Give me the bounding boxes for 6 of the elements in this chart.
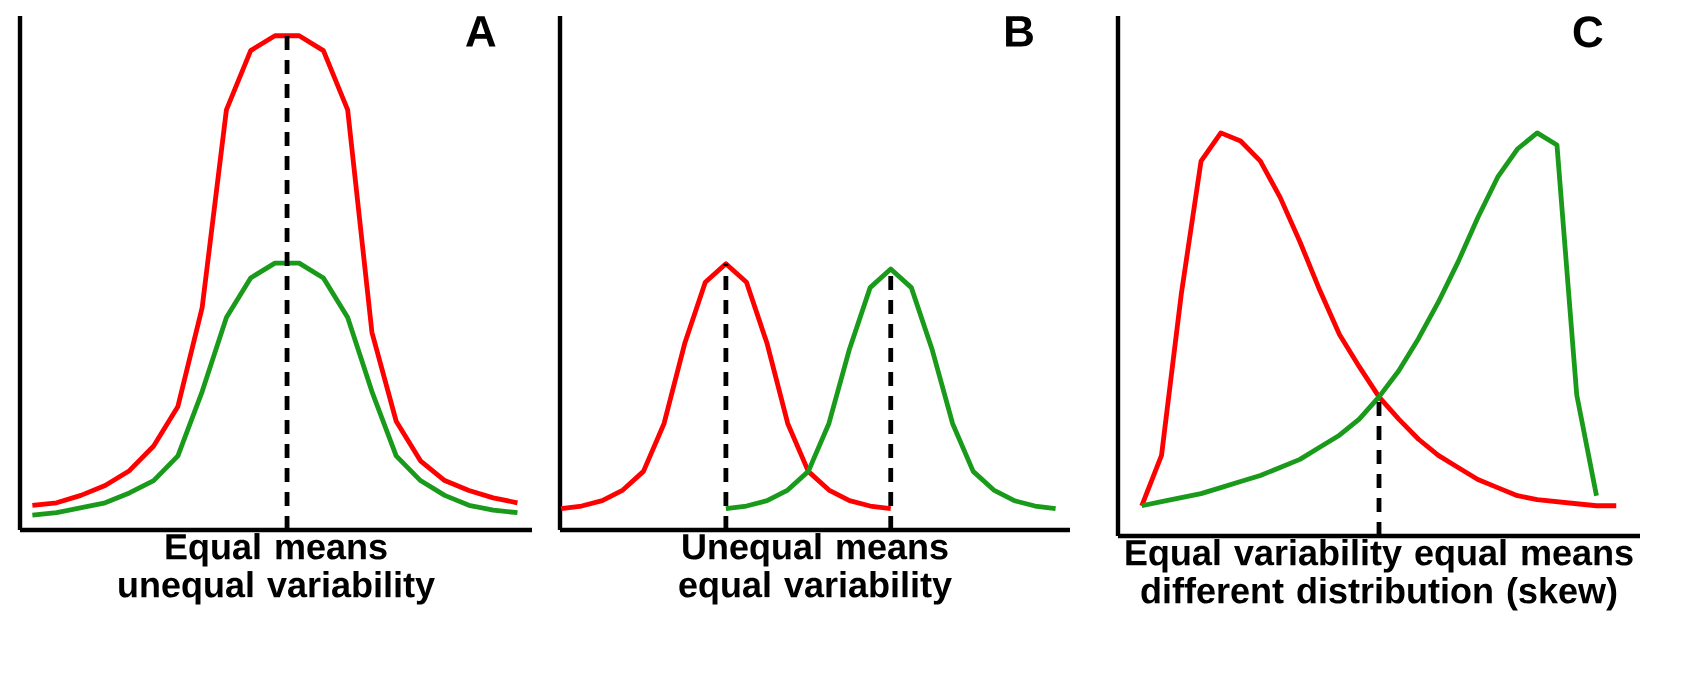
x-axis-title: Unequal means equal variability (679, 533, 952, 605)
chart-title: A (466, 16, 496, 47)
chart-title: B (1006, 16, 1033, 47)
x-axis-title: Equal means unequal variability (119, 533, 435, 605)
x-axis-title: Equal variability equal means different distribution (skew) (1126, 539, 1633, 611)
chart-title: C (1573, 16, 1603, 48)
